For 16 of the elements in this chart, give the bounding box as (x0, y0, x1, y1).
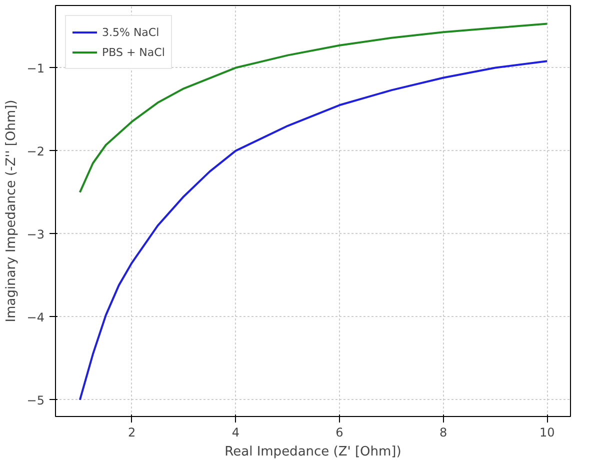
line-series (78, 60, 548, 401)
x-tick-label: 10 (540, 426, 555, 440)
y-tick-label: −1 (26, 61, 45, 76)
legend-label: 3.5% NaCl (102, 26, 160, 38)
line-series (78, 22, 548, 194)
y-tick-label: −4 (26, 310, 45, 324)
y-tick-label: −5 (26, 393, 45, 408)
x-axis-title: Real Impedance (Z' [Ohm]) (224, 444, 402, 460)
x-tick-label: 8 (439, 426, 448, 440)
y-tick-label: −2 (26, 144, 45, 158)
x-tick-label: 2 (128, 426, 136, 440)
x-tick-label: 6 (336, 426, 344, 440)
y-axis-title: Imaginary Impedance (-Z'' [Ohm]) (4, 100, 19, 322)
x-tick-label: 4 (232, 426, 240, 440)
legend-label: PBS + NaCl (102, 46, 165, 58)
y-tick-label: −3 (26, 227, 45, 242)
